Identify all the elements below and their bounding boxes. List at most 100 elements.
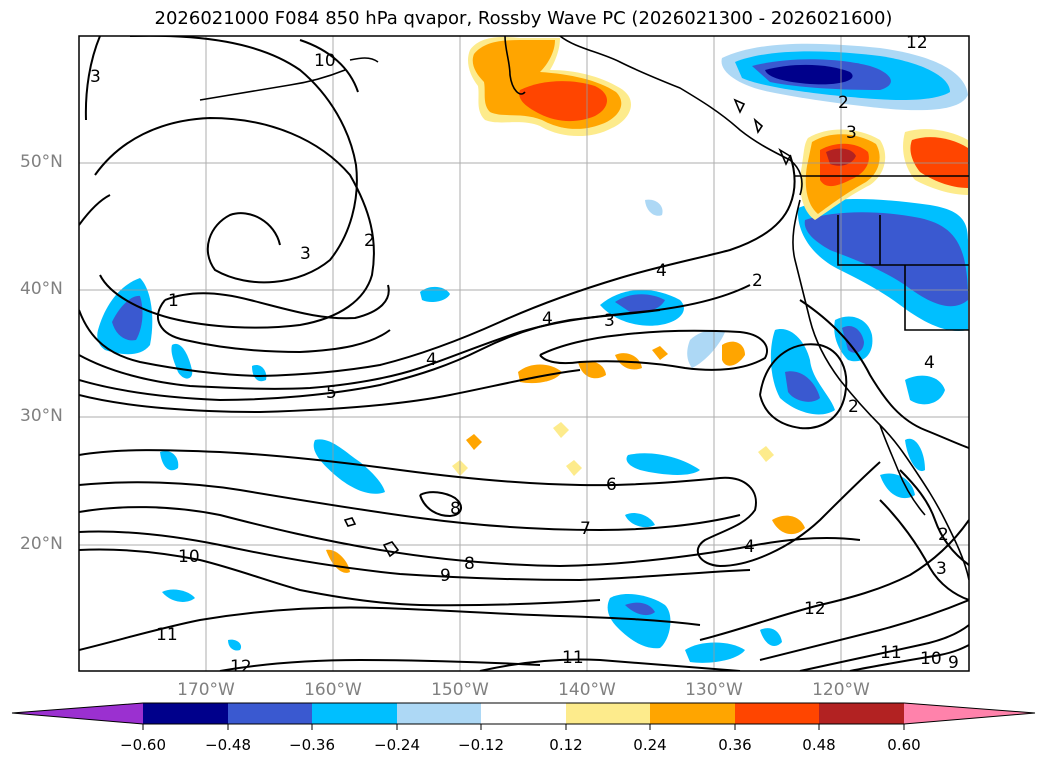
- neg-blob-c: [313, 439, 385, 494]
- contour-11-south: [479, 658, 741, 671]
- colorbar-bin: [228, 703, 312, 724]
- contour-12-east: [699, 519, 969, 641]
- colorbar-tick-label: −0.60: [120, 736, 166, 754]
- contour-label: 3: [846, 123, 857, 143]
- neg-blob-l: [905, 375, 945, 405]
- contour-7: [79, 481, 741, 532]
- contour-4-loop: [539, 329, 768, 371]
- contour-label: 11: [880, 643, 902, 663]
- coast-baja: [879, 424, 926, 516]
- lat-label-40n: 40°N: [20, 279, 63, 299]
- map-border: [78, 35, 970, 672]
- lat-label-30n: 30°N: [20, 406, 63, 426]
- contour-label: 2: [752, 271, 763, 291]
- contour-label: 12: [230, 657, 252, 677]
- coast-alaska: [504, 36, 803, 196]
- contour-label: 8: [464, 554, 475, 574]
- figure-title: 2026021000 F084 850 hPa qvapor, Rossby W…: [154, 8, 893, 29]
- contour-label: 12: [804, 599, 826, 619]
- contour-12-south: [219, 658, 541, 671]
- contour-coast-loop: [759, 343, 848, 430]
- colorbar-tick-label: −0.36: [289, 736, 335, 754]
- colorbar-bin: [650, 703, 735, 724]
- pos-blob-l: [758, 446, 774, 462]
- colorbar-tick-label: −0.48: [205, 736, 251, 754]
- neg-region-west-deep: [112, 295, 143, 341]
- contour-1-loop: [156, 284, 391, 354]
- neg-blob-e: [626, 453, 700, 475]
- neg-blob-g: [607, 594, 671, 649]
- contour-east-3: [879, 499, 969, 601]
- coast-aleutians: [199, 57, 379, 101]
- contour-8-closed: [419, 491, 462, 518]
- lon-label-150w: 150°W: [431, 680, 489, 700]
- contour-label: 3: [936, 559, 947, 579]
- contour-9: [79, 530, 751, 582]
- coast-islands: [733, 98, 792, 166]
- lat-label-20n: 20°N: [20, 534, 63, 554]
- colorbar-tick-label: −0.24: [374, 736, 420, 754]
- contour-10: [79, 548, 601, 607]
- contour-label: 2: [838, 93, 849, 113]
- pos-region-gulf-alaska-core: [519, 81, 608, 122]
- qvapor-contours: [79, 36, 969, 671]
- contour-label: 8: [450, 499, 461, 519]
- contour-label: 11: [562, 648, 584, 668]
- contour-label: 4: [744, 537, 755, 557]
- contour-label-group: 10 3 2 3 1 4 5 4 3 4 2 2 4 2 3 8 6 7 8 9…: [90, 36, 959, 677]
- border-states-1: [837, 215, 969, 331]
- contour-label: 2: [364, 231, 375, 251]
- pos-blob-b: [578, 360, 606, 379]
- colorbar: [11, 702, 1036, 730]
- contour-2-main: [79, 154, 796, 378]
- contour-label: 7: [580, 519, 591, 539]
- neg-blob-j: [905, 438, 925, 472]
- pos-blob-d: [722, 341, 745, 366]
- colorbar-ticks: [142, 724, 905, 730]
- colorbar-tick-label: 0.48: [802, 736, 836, 754]
- colorbar-tick-label: 0.36: [718, 736, 752, 754]
- neg-blob-o: [228, 639, 242, 651]
- lon-label-170w: 170°W: [177, 680, 235, 700]
- lon-label-160w: 160°W: [304, 680, 362, 700]
- contour-far-west: [79, 194, 111, 226]
- contour-label: 1: [168, 291, 179, 311]
- neg-blob-h: [685, 642, 745, 663]
- coast-west-us: [792, 199, 969, 581]
- colorbar-bin: [481, 703, 566, 724]
- contour-8: [79, 506, 861, 568]
- coast-hawaii: [343, 517, 400, 558]
- neg-region-coast-deep: [785, 371, 820, 402]
- colorbar-extend-min: [12, 703, 143, 724]
- pos-blob-j: [566, 460, 582, 476]
- contour-label: 2: [848, 397, 859, 417]
- colorbar-bin: [312, 703, 397, 724]
- contour-label: 3: [90, 67, 101, 87]
- colorbar-bin: [143, 703, 228, 724]
- contour-4-coast: [799, 299, 969, 449]
- contour-label: 6: [606, 475, 617, 495]
- neg-blob-k: [880, 473, 915, 499]
- contour-label: 4: [924, 353, 935, 373]
- contour-5: [79, 369, 581, 414]
- pos-blob-h: [553, 422, 569, 438]
- contour-east-2: [899, 469, 969, 566]
- pos-blob-g: [466, 434, 482, 450]
- neg-blob-m: [162, 589, 195, 602]
- contour-label: 3: [300, 244, 311, 264]
- neg-region-westus-deep: [804, 212, 968, 307]
- contour-10-north: [299, 39, 359, 93]
- contour-6: [79, 449, 881, 568]
- lon-label-140w: 140°W: [558, 680, 616, 700]
- contour-label: 4: [656, 261, 667, 281]
- colorbar-bin: [735, 703, 819, 724]
- colorbar-bin: [566, 703, 650, 724]
- colorbar-bin: [397, 703, 481, 724]
- neg-blob-p: [645, 199, 663, 216]
- neg-region-40n-150w: [420, 286, 450, 302]
- neg-blob-b: [252, 364, 267, 382]
- colorbar-tick-label: 0.12: [549, 736, 583, 754]
- pos-blob-k: [652, 346, 668, 360]
- colorbar-tick-label: 0.24: [633, 736, 667, 754]
